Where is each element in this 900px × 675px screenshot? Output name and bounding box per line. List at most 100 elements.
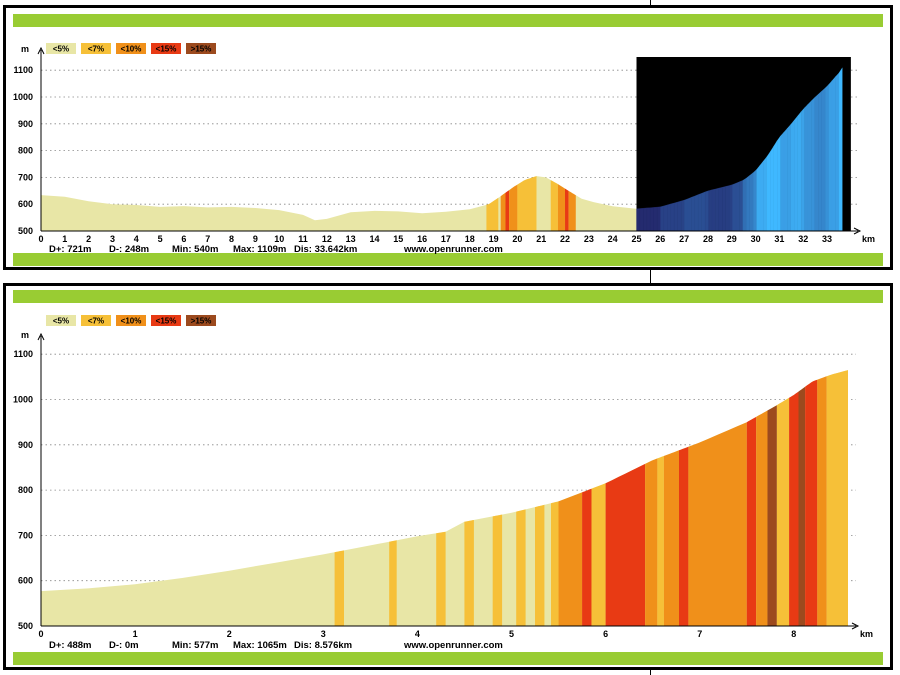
segment-slice <box>653 206 658 232</box>
legend-label: <10% <box>121 317 142 326</box>
x-tick-label: 3 <box>110 234 115 244</box>
legend-label: >15% <box>191 317 212 326</box>
segment-slice <box>763 156 767 232</box>
x-tick-label: 5 <box>158 234 163 244</box>
legend-item-0: <5% <box>46 43 76 54</box>
x-tick-label: 17 <box>441 234 451 244</box>
segment-slice <box>636 208 641 232</box>
x-tick-label: 31 <box>774 234 784 244</box>
x-tick-label: 29 <box>727 234 737 244</box>
legend-swatch <box>81 315 111 326</box>
legend-item-0: <5% <box>46 315 76 326</box>
segment-slice <box>674 201 678 232</box>
segment-slice <box>770 145 774 232</box>
grade-band <box>826 370 849 626</box>
legend-swatch <box>46 43 76 54</box>
grade-band <box>517 176 537 231</box>
y-tick-label: 800 <box>18 146 33 156</box>
x-tick-label: 16 <box>417 234 427 244</box>
segment-slice <box>818 90 822 232</box>
stat-d-plus: D+: 721m <box>49 244 92 255</box>
legend-label: <15% <box>156 45 177 54</box>
segment-slice <box>687 197 692 232</box>
x-tick-label: 7 <box>697 629 702 639</box>
y-axis-label: m <box>21 44 29 54</box>
stat-min: Min: 577m <box>172 640 219 651</box>
grade-band <box>605 463 646 626</box>
legend-label: <15% <box>156 317 177 326</box>
segment-slice <box>684 198 689 232</box>
y-tick-label: 500 <box>18 226 33 236</box>
segment-slice <box>825 84 829 232</box>
segment-slice <box>735 181 740 232</box>
y-axis-label: m <box>21 330 29 340</box>
segment-slice <box>828 80 833 232</box>
grade-band <box>776 397 790 626</box>
grade-band <box>678 446 689 626</box>
x-tick-label: 21 <box>536 234 546 244</box>
segment-slice <box>835 72 840 232</box>
stat-distance: Dis: 33.642km <box>294 244 358 255</box>
segment-slice <box>783 127 788 232</box>
x-tick-label: 2 <box>227 629 232 639</box>
segment-slice <box>691 195 695 232</box>
legend-swatch <box>151 315 181 326</box>
segment-slice <box>746 175 750 232</box>
grade-band <box>516 509 526 626</box>
x-tick-label: 7 <box>205 234 210 244</box>
segment-slice <box>646 207 651 232</box>
segment-slice <box>698 193 702 232</box>
legend-item-2: <10% <box>116 43 146 54</box>
grade-band <box>591 483 606 626</box>
bottom-band <box>13 652 883 665</box>
x-tick-label: 4 <box>415 629 420 639</box>
x-tick-label: 13 <box>346 234 356 244</box>
x-tick-label: 32 <box>798 234 808 244</box>
legend-item-1: <7% <box>81 43 111 54</box>
segment-slice <box>694 194 699 232</box>
x-tick-label: 0 <box>38 234 43 244</box>
x-axis-label: km <box>862 234 875 244</box>
x-tick-label: 9 <box>253 234 258 244</box>
y-tick-label: 600 <box>18 576 33 586</box>
segment-slice <box>780 131 785 232</box>
legend-item-1: <7% <box>81 315 111 326</box>
segment-slice <box>773 140 778 232</box>
x-tick-label: 14 <box>369 234 379 244</box>
site-link[interactable]: www.openrunner.com <box>404 244 503 255</box>
grade-band <box>817 376 827 626</box>
grade-band <box>798 386 806 626</box>
y-tick-label: 1000 <box>13 92 33 102</box>
legend-swatch <box>46 315 76 326</box>
x-tick-label: 19 <box>489 234 499 244</box>
stat-d-plus: D+: 488m <box>49 640 92 651</box>
y-tick-label: 700 <box>18 530 33 540</box>
overview-stats: D+: 721m D-: 248m Min: 540m Max: 1109m D… <box>6 244 886 256</box>
y-tick-label: 1000 <box>13 395 33 405</box>
x-tick-label: 11 <box>298 234 308 244</box>
grade-band <box>389 540 397 626</box>
legend-item-4: >15% <box>186 43 216 54</box>
grade-band <box>746 416 757 626</box>
grade-band <box>645 458 658 626</box>
segment-slice <box>650 207 654 232</box>
x-tick-label: 1 <box>133 629 138 639</box>
site-link[interactable]: www.openrunner.com <box>404 640 503 651</box>
x-tick-label: 4 <box>134 234 139 244</box>
segment-slice <box>643 207 647 232</box>
grade-band <box>582 488 592 626</box>
x-axis-arrow <box>853 227 862 235</box>
x-tick-label: 10 <box>274 234 284 244</box>
legend-label: <5% <box>53 317 69 326</box>
segment-stats: D+: 488m D-: 0m Min: 577m Max: 1065m Dis… <box>6 640 886 652</box>
segment-slice <box>838 67 843 232</box>
segment-slice <box>708 189 713 232</box>
segment-slice <box>732 182 737 232</box>
y-tick-label: 1100 <box>13 65 33 75</box>
segment-slice <box>667 203 671 232</box>
grade-band <box>789 391 799 626</box>
y-axis-arrow <box>37 332 45 341</box>
segment-profile-panel: <5% <7% <10% <15% >15% 500 600 700 800 900 1000 110… <box>3 283 893 670</box>
stat-d-minus: D-: 0m <box>109 640 139 651</box>
y-tick-label: 800 <box>18 485 33 495</box>
